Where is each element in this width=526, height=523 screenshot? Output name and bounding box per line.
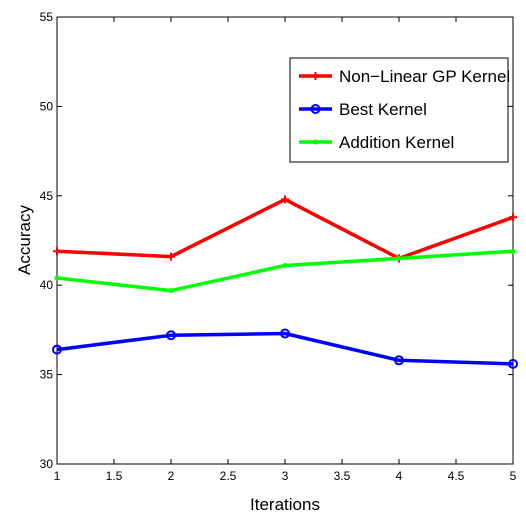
legend-label-2: Addition Kernel <box>339 133 454 152</box>
series-line-1 <box>56 331 514 366</box>
y-axis: 30 35 40 45 50 55 <box>40 10 513 471</box>
data-point-0 <box>509 213 517 222</box>
legend-label-1: Best Kernel <box>339 100 427 119</box>
y-tick-label: 45 <box>40 189 54 203</box>
data-point-2 <box>168 288 174 294</box>
x-tick-label: 1.5 <box>106 469 123 483</box>
data-point-0 <box>281 195 289 204</box>
x-tick-label: 5 <box>510 469 517 483</box>
x-tick-label: 3.5 <box>334 469 351 483</box>
legend-marker-0 <box>311 72 320 80</box>
y-tick-label: 50 <box>40 99 54 113</box>
data-point-1 <box>166 330 176 341</box>
y-tick-label: 40 <box>40 278 54 292</box>
x-tick-label: 2.5 <box>220 469 237 483</box>
y-tick-label: 35 <box>40 368 54 382</box>
data-point-0 <box>167 252 175 261</box>
legend-label-0: Non−Linear GP Kernel <box>339 67 510 86</box>
y-tick-label: 55 <box>40 10 54 24</box>
data-point-1 <box>508 358 518 369</box>
data-point-1 <box>52 344 62 355</box>
series-layer <box>52 195 518 369</box>
y-axis-label: Accuracy <box>15 205 34 275</box>
legend-marker-2 <box>313 139 318 145</box>
legend-marker-1 <box>310 104 321 114</box>
data-point-2 <box>510 248 516 254</box>
data-point-2 <box>54 275 60 281</box>
x-tick-label: 3 <box>282 469 289 483</box>
x-tick-label: 4 <box>396 469 403 483</box>
data-point-2 <box>282 263 288 269</box>
y-tick-label: 30 <box>40 457 54 471</box>
legend: Non−Linear GP Kernel Best Kernel Addition … <box>289 57 510 163</box>
x-tick-label: 2 <box>168 469 175 483</box>
x-axis: 1 1.5 2 2.5 3 3.5 4 4.5 5 <box>54 17 517 483</box>
data-point-1 <box>394 355 404 366</box>
data-point-1 <box>280 328 290 339</box>
x-tick-label: 1 <box>54 469 61 483</box>
data-point-0 <box>53 247 61 256</box>
x-axis-label: Iterations <box>250 495 320 514</box>
x-tick-label: 4.5 <box>448 469 465 483</box>
data-point-2 <box>396 255 402 261</box>
